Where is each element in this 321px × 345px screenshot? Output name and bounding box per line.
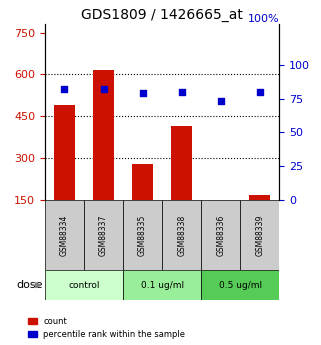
Text: GSM88334: GSM88334 <box>60 215 69 256</box>
Text: GSM88339: GSM88339 <box>255 215 264 256</box>
Point <box>179 89 184 95</box>
FancyBboxPatch shape <box>162 200 201 270</box>
FancyBboxPatch shape <box>240 200 279 270</box>
Point <box>101 86 106 92</box>
FancyBboxPatch shape <box>201 270 279 300</box>
Title: GDS1809 / 1426665_at: GDS1809 / 1426665_at <box>81 8 243 22</box>
Point <box>140 90 145 96</box>
Text: GSM88337: GSM88337 <box>99 215 108 256</box>
Text: 0.1 ug/ml: 0.1 ug/ml <box>141 281 184 290</box>
Point <box>257 89 262 95</box>
Text: GSM88335: GSM88335 <box>138 215 147 256</box>
Text: GSM88336: GSM88336 <box>216 215 225 256</box>
FancyBboxPatch shape <box>84 200 123 270</box>
Bar <box>93 70 114 200</box>
Bar <box>249 195 271 200</box>
FancyBboxPatch shape <box>45 200 84 270</box>
Legend: count, percentile rank within the sample: count, percentile rank within the sample <box>27 315 187 341</box>
Text: 100%: 100% <box>247 14 279 24</box>
Bar <box>54 105 75 200</box>
FancyBboxPatch shape <box>201 200 240 270</box>
Text: dose: dose <box>16 280 43 290</box>
Point <box>62 86 67 92</box>
Text: GSM88338: GSM88338 <box>177 215 186 256</box>
Text: 0.5 ug/ml: 0.5 ug/ml <box>219 281 262 290</box>
FancyBboxPatch shape <box>123 200 162 270</box>
Bar <box>171 126 192 200</box>
FancyBboxPatch shape <box>123 270 201 300</box>
Text: control: control <box>68 281 100 290</box>
Bar <box>132 164 153 200</box>
FancyBboxPatch shape <box>45 270 123 300</box>
Point <box>218 98 223 104</box>
